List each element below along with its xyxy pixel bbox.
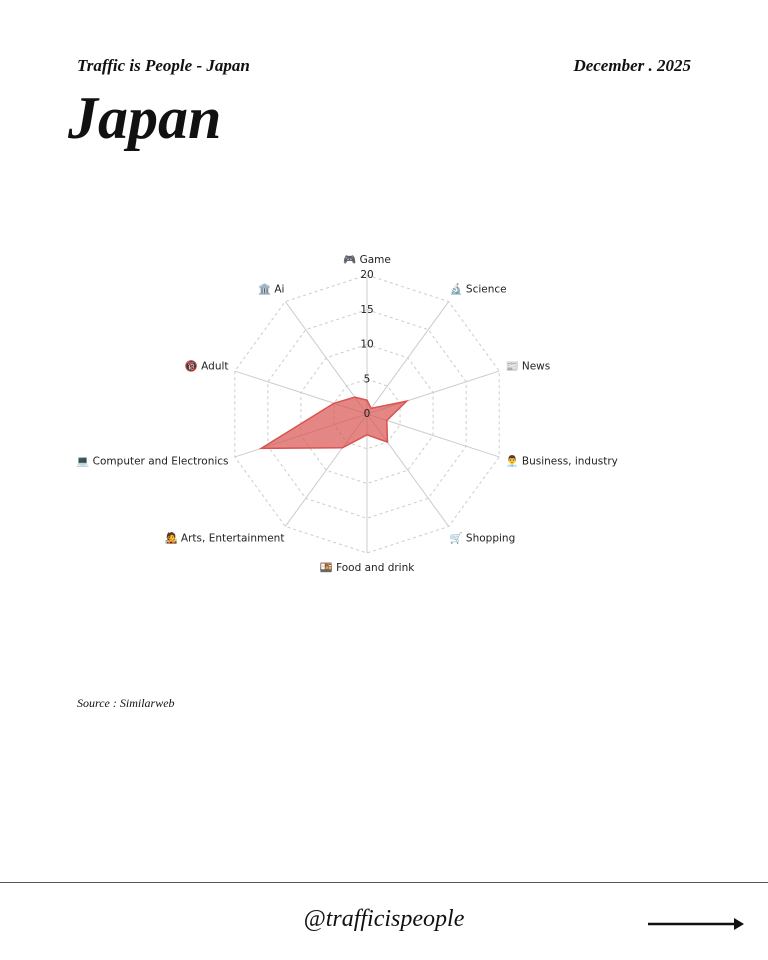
- subtitle: Traffic is People - Japan: [77, 56, 250, 75]
- date: December . 2025: [573, 56, 691, 75]
- tick-label: 10: [360, 339, 373, 351]
- category-label: 🏛️ Ai: [258, 282, 285, 295]
- data-area: [258, 396, 410, 450]
- category-label: 🍱 Food and drink: [320, 562, 416, 574]
- handle: @trafficispeople: [303, 906, 465, 932]
- category-label: 🔞 Adult: [185, 359, 229, 372]
- grid-ring: [267, 309, 467, 519]
- category-label: 🎮 Game: [343, 254, 391, 266]
- spoke: [366, 413, 500, 458]
- source: Source : Similarweb: [77, 696, 175, 710]
- arrow-head[interactable]: [734, 918, 744, 930]
- divider: [0, 882, 768, 883]
- tick-label: 15: [360, 304, 373, 316]
- grid-ring: [234, 274, 500, 554]
- title: Japan: [68, 85, 222, 151]
- category-label: 🔬 Science: [450, 282, 507, 295]
- category-label: 💻 Computer and Electronics: [76, 456, 228, 468]
- category-label: 👨‍💼 Business, industry: [505, 455, 617, 468]
- spoke: [284, 301, 368, 415]
- tick-label: 5: [364, 373, 371, 385]
- tick-label: 20: [360, 269, 373, 281]
- category-label: 📰 News: [505, 360, 550, 372]
- category-label: 🧑‍🎤 Arts, Entertainment: [165, 532, 285, 545]
- category-label: 🛒 Shopping: [450, 532, 516, 545]
- spoke: [366, 301, 450, 415]
- tick-label: 0: [364, 408, 371, 420]
